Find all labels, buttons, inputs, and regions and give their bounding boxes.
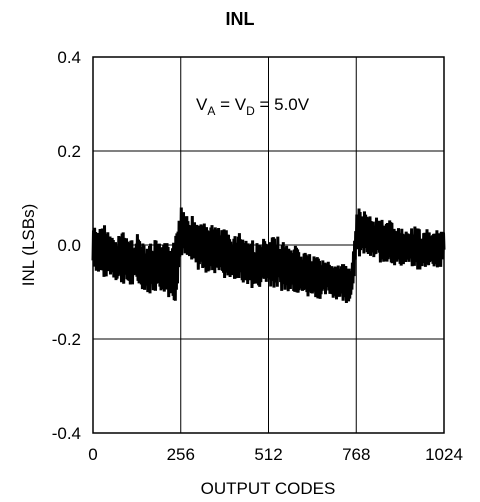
series-inl xyxy=(91,207,446,304)
x-tick-label: 1024 xyxy=(425,445,463,464)
x-tick-label: 256 xyxy=(167,445,195,464)
supply-annotation: VA = VD = 5.0V xyxy=(196,95,310,118)
x-axis-label: OUTPUT CODES xyxy=(201,479,336,498)
y-tick-label: 0.4 xyxy=(57,48,81,67)
y-tick-labels: 0.4 0.2 0.0 -0.2 -0.4 xyxy=(52,48,81,443)
x-tick-label: 768 xyxy=(342,445,370,464)
y-tick-label: -0.2 xyxy=(52,330,81,349)
y-axis-label: INL (LSBs) xyxy=(19,204,38,287)
inl-trace xyxy=(91,207,446,304)
y-tick-label: 0.2 xyxy=(57,142,81,161)
chart-title: INL xyxy=(226,9,255,29)
x-tick-label: 512 xyxy=(254,445,282,464)
x-tick-label: 0 xyxy=(88,445,97,464)
y-tick-label: -0.4 xyxy=(52,424,81,443)
y-tick-label: 0.0 xyxy=(57,236,81,255)
x-tick-labels: 0 256 512 768 1024 xyxy=(88,445,463,464)
